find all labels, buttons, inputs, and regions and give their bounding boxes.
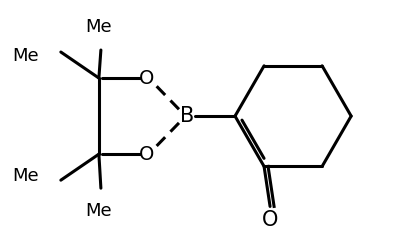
Text: Me: Me [85,202,112,220]
Text: O: O [139,145,154,164]
Text: O: O [139,69,154,87]
Text: Me: Me [12,47,39,65]
Text: Me: Me [85,18,112,36]
Text: Me: Me [12,167,39,185]
Text: O: O [261,210,278,230]
Text: B: B [180,106,193,126]
